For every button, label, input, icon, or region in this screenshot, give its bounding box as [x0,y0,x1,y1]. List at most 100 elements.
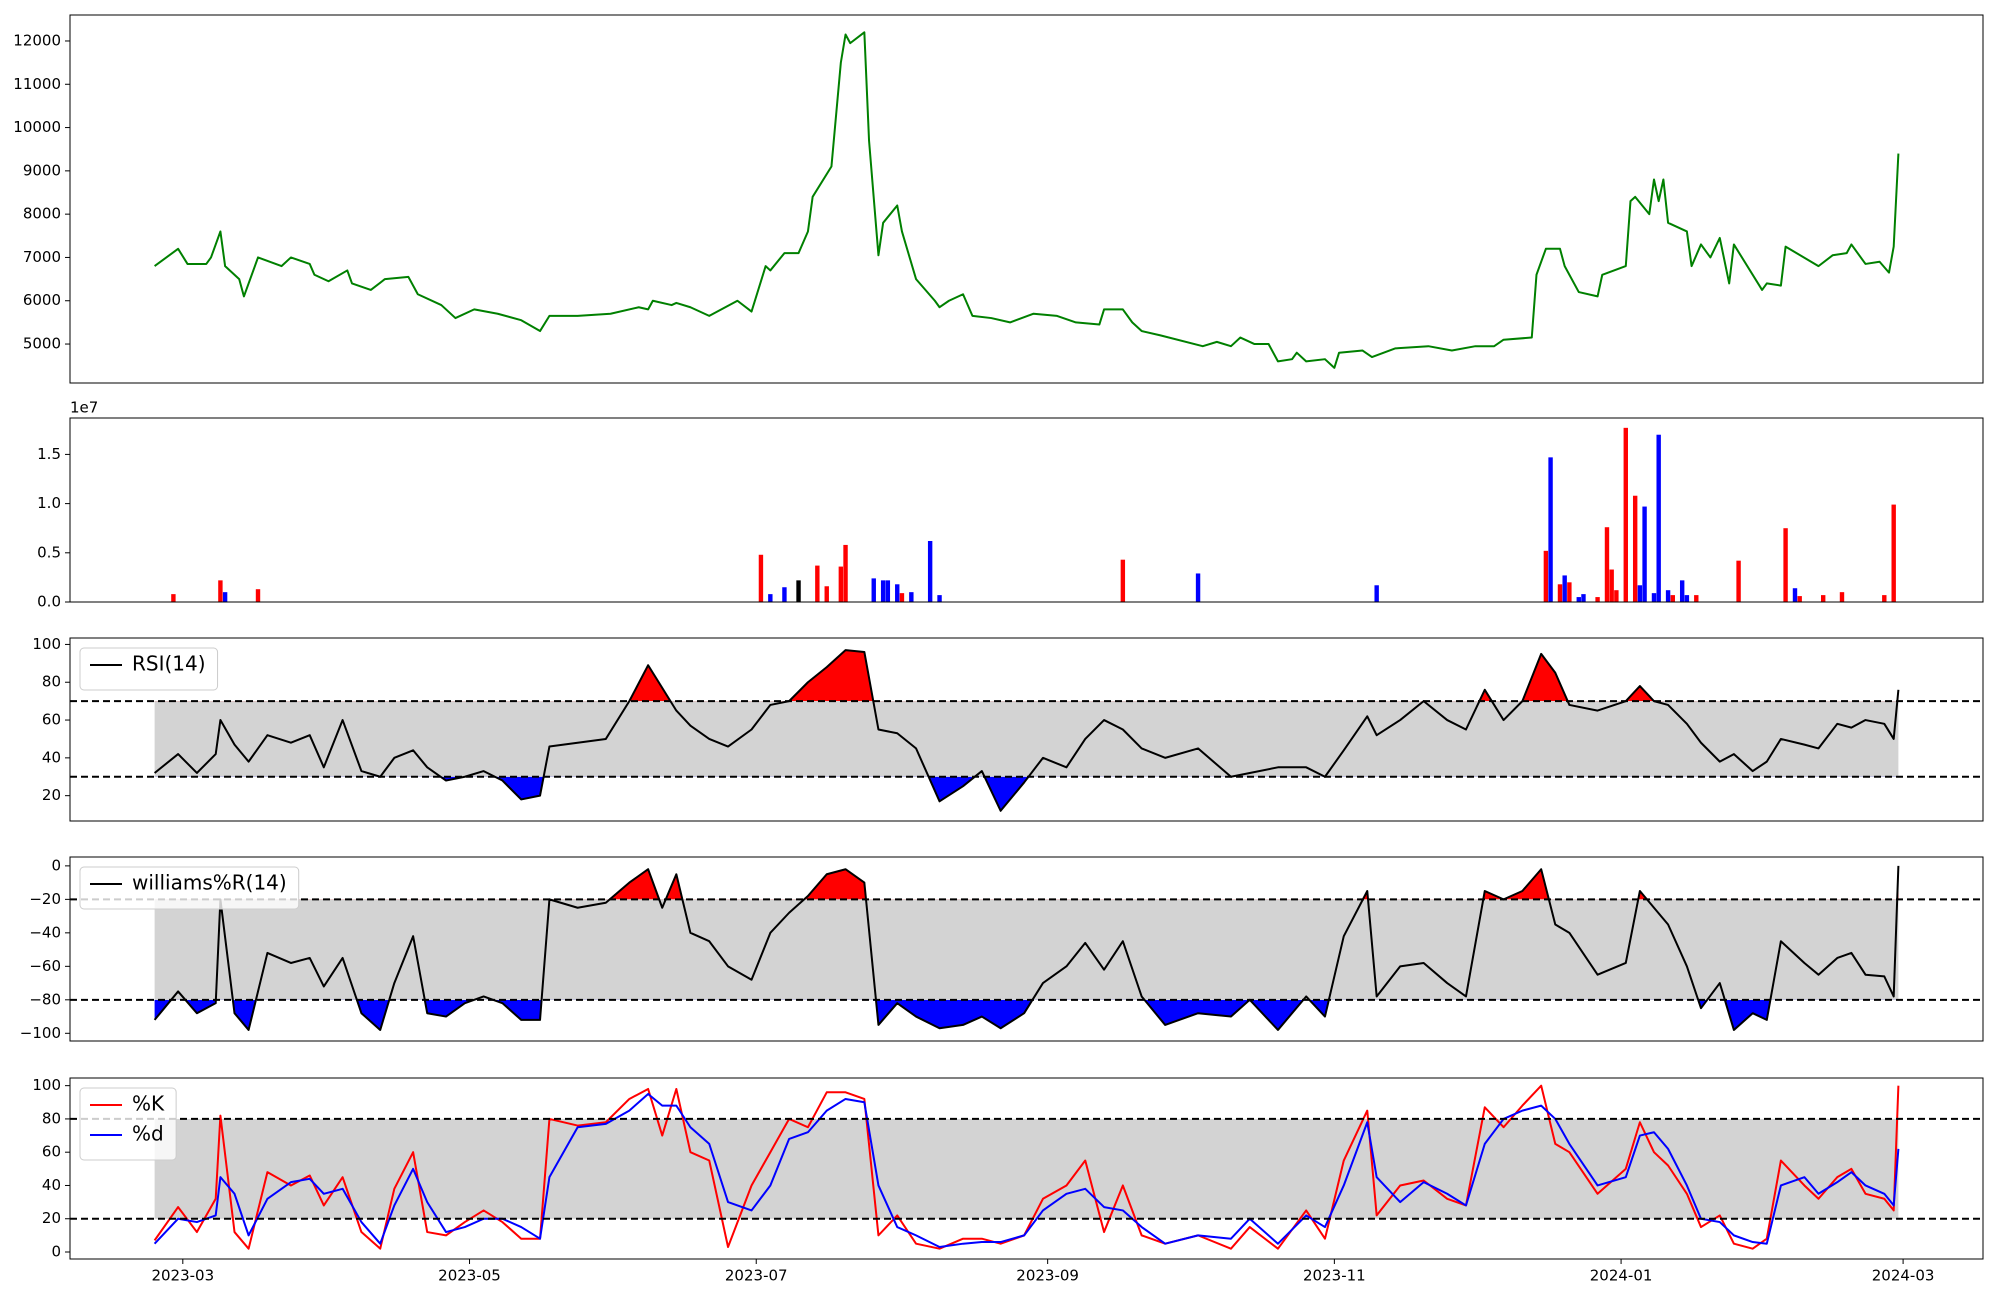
y-tick-label: 0 [51,856,61,874]
bar [1548,457,1553,602]
bar [1783,528,1788,602]
x-tick-label: 2023-05 [438,1267,501,1285]
bar [1374,585,1379,602]
bar [1792,588,1798,602]
axes-frame [69,14,1984,384]
bar [1604,527,1610,602]
bar [824,586,829,602]
bar [796,580,801,602]
offset-label: 1e7 [70,399,98,417]
axes-frame [69,417,1984,603]
bar [1120,559,1126,602]
y-tick-label: 5000 [23,335,61,353]
y-tick-label: −60 [29,957,61,975]
bar [815,565,820,602]
bar [1820,595,1826,602]
series-line [153,1092,1900,1249]
y-tick-label: 10000 [13,118,61,136]
y-tick-label: 0.0 [37,593,61,611]
y-tick-label: 9000 [23,161,61,179]
bar [871,578,876,602]
bar [1632,495,1638,602]
legend-box [79,866,300,910]
bar [1637,585,1643,602]
oversold-fill [154,999,1771,1030]
bar [782,587,787,602]
bar [1651,593,1657,602]
bar [171,594,176,602]
bar [1642,506,1647,602]
bar [895,584,900,602]
bar [1562,575,1567,602]
series-line [154,31,1900,369]
neutral-band [154,1118,1899,1219]
y-tick-label: 0 [51,1243,61,1261]
y-tick-label: 40 [42,748,61,766]
legend-box [79,647,219,691]
x-tick-label: 2024-03 [1872,1267,1935,1285]
legend: williams%R(14) [79,866,300,910]
neutral-band [154,701,1899,777]
bar [1679,580,1685,602]
bar [1595,597,1600,602]
bar [843,544,848,602]
neutral-band [154,899,1899,1000]
bar [255,589,261,602]
bar [1891,504,1896,602]
bar [222,592,228,602]
bar [218,580,223,602]
bar [1656,434,1661,602]
bar [927,540,933,602]
x-tick-label: 2023-03 [151,1267,214,1285]
y-tick-label: 80 [42,673,61,691]
bar [880,580,886,602]
bar [1882,595,1887,602]
x-tick-label: 2023-09 [1016,1267,1079,1285]
x-tick-label: 2023-07 [725,1267,788,1285]
y-tick-label: 60 [42,711,61,729]
y-tick-label: 80 [42,1109,61,1127]
bar [1609,569,1614,602]
legend-label: %d [132,1122,164,1146]
axes-frame [69,637,1984,822]
y-tick-label: 20 [42,786,61,804]
bar [937,595,942,602]
legend-label: %K [132,1092,165,1116]
bar [909,592,914,602]
bar [1557,584,1563,602]
y-tick-label: 8000 [23,205,61,223]
x-tick-label: 2023-11 [1303,1267,1366,1285]
bar [885,580,891,602]
y-tick-label: 11000 [13,75,61,93]
bar [1694,595,1699,602]
y-tick-label: 1.5 [37,445,61,463]
bar [1576,597,1581,602]
legend: RSI(14) [79,647,219,691]
x-tick-label: 2024-01 [1590,1267,1653,1285]
bar [899,593,905,602]
y-tick-label: 0.5 [37,543,61,561]
bar [1670,595,1675,602]
bar [1797,596,1802,602]
bar [1684,595,1690,602]
bar [1567,582,1572,602]
legend: %K %d [79,1087,177,1161]
axes-frame [69,1077,1984,1260]
y-tick-label: −80 [29,990,61,1008]
y-tick-label: 1.0 [37,494,61,512]
y-tick-label: −100 [20,1024,61,1042]
y-tick-label: 20 [42,1209,61,1227]
bar [1543,550,1549,602]
bar [758,554,764,602]
y-tick-label: 12000 [13,31,61,49]
legend-label: RSI(14) [132,652,206,676]
y-tick-label: 100 [32,635,61,653]
bar [1614,590,1619,602]
y-tick-label: 40 [42,1176,61,1194]
bar [768,594,773,602]
y-tick-label: 7000 [23,248,61,266]
legend-label: williams%R(14) [132,871,287,895]
series-line [153,865,1900,1031]
